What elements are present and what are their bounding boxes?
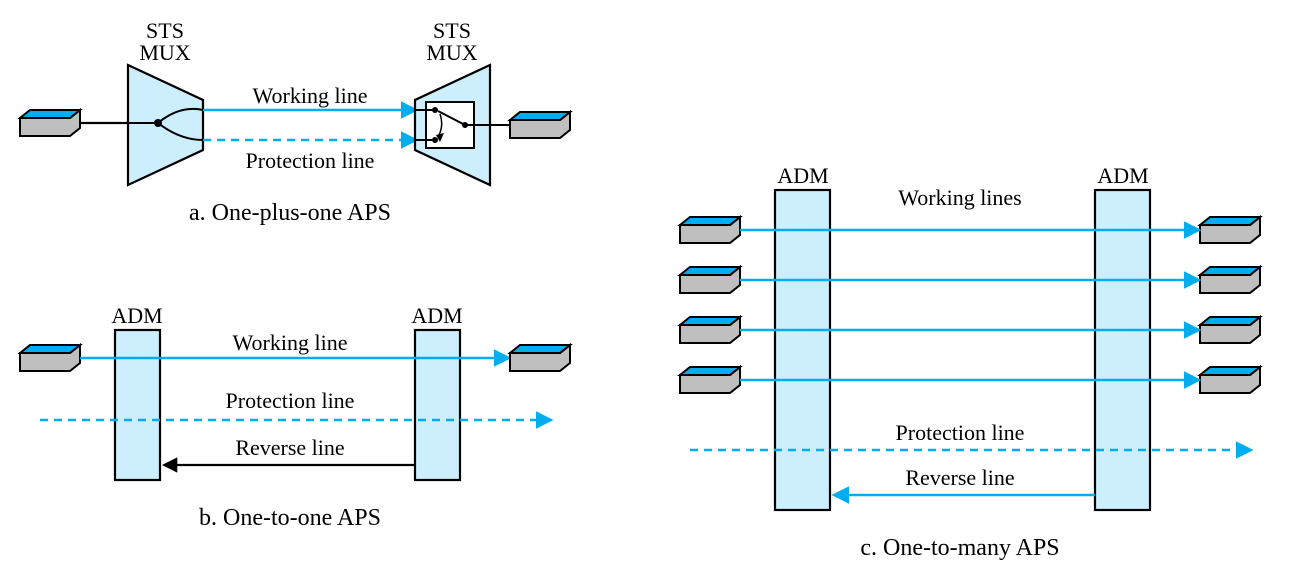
sts-mux-left-label: STSMUX	[139, 18, 190, 65]
input-node-c	[680, 267, 740, 293]
output-node-c	[1200, 267, 1260, 293]
panel-c-caption: c. One-to-many APS	[860, 535, 1059, 561]
aps-diagram: STSMUX Working line Protection line STSM…	[0, 0, 1300, 578]
sts-mux-right	[415, 65, 490, 185]
adm-left-c	[775, 190, 830, 510]
working-lines-c-label: Working lines	[898, 185, 1022, 210]
adm-left-b	[115, 330, 160, 480]
panel-one-to-many: ADM ADM Working lines Protection line Re…	[680, 163, 1260, 561]
adm-left-b-label: ADM	[111, 303, 162, 328]
panel-one-to-one: ADM ADM Working line Protection line Rev…	[20, 303, 570, 531]
adm-left-c-label: ADM	[777, 163, 828, 188]
working-line-label: Working line	[253, 83, 368, 108]
panel-b-caption: b. One-to-one APS	[199, 505, 381, 531]
protection-line-c-label: Protection line	[896, 420, 1025, 445]
adm-right-c-label: ADM	[1097, 163, 1148, 188]
reverse-line-b-label: Reverse line	[235, 435, 344, 460]
panel-a-caption: a. One-plus-one APS	[189, 200, 391, 226]
protection-line-label: Protection line	[246, 148, 375, 173]
sts-mux-right-label: STSMUX	[426, 18, 477, 65]
input-node-c	[680, 317, 740, 343]
output-node-b	[510, 345, 570, 371]
adm-right-b	[415, 330, 460, 480]
output-node-c	[1200, 217, 1260, 243]
output-node	[510, 112, 570, 138]
protection-line-b-label: Protection line	[226, 388, 355, 413]
output-node-c	[1200, 367, 1260, 393]
adm-right-b-label: ADM	[411, 303, 462, 328]
input-node	[20, 110, 80, 136]
working-line-b-label: Working line	[233, 330, 348, 355]
reverse-line-c-label: Reverse line	[905, 465, 1014, 490]
output-node-c	[1200, 317, 1260, 343]
panel-one-plus-one: STSMUX Working line Protection line STSM…	[20, 18, 570, 226]
input-node-b	[20, 345, 80, 371]
input-node-c	[680, 217, 740, 243]
input-node-c	[680, 367, 740, 393]
adm-right-c	[1095, 190, 1150, 510]
sts-mux-left	[128, 65, 203, 185]
